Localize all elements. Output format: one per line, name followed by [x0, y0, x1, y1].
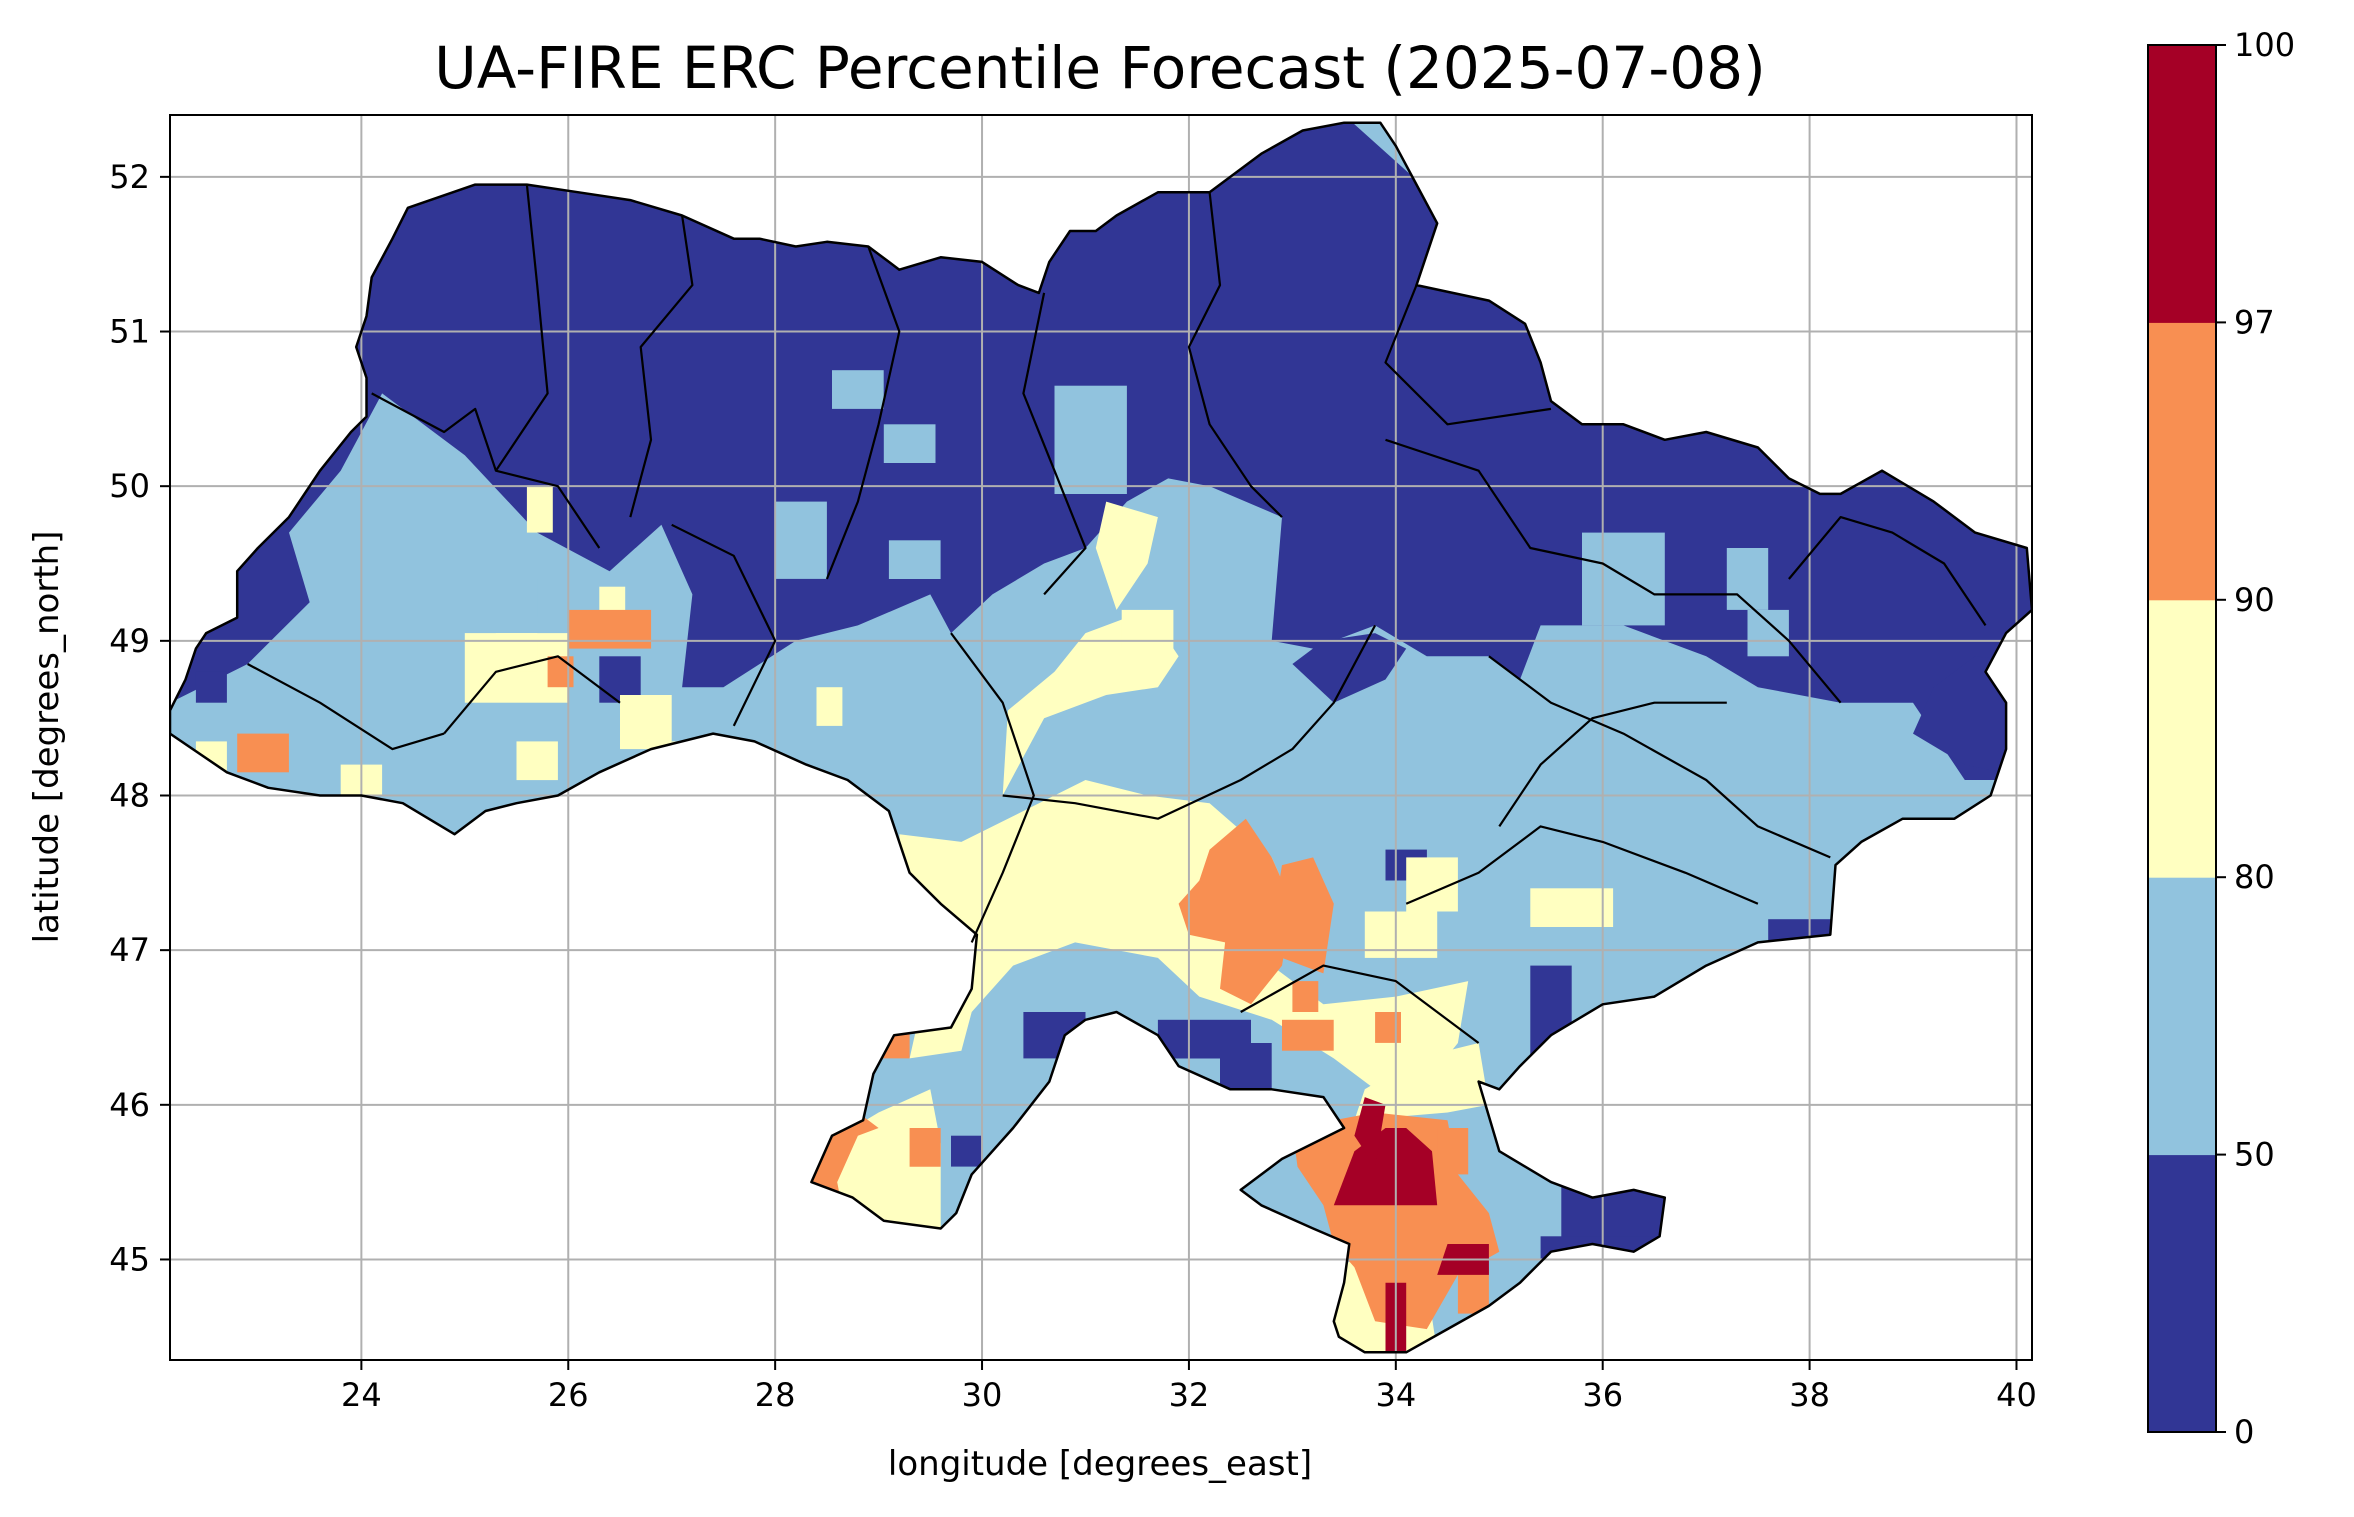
zone-90-97-cell — [1282, 1019, 1334, 1051]
zone-90-97-kherson — [1178, 818, 1293, 1005]
zone-90-97-cell — [568, 609, 652, 649]
colorbar: 0 50 80 90 97 100 — [2147, 26, 2295, 1451]
zone-0-50-cell — [951, 1135, 982, 1167]
zone-80-90-cell — [526, 486, 553, 533]
grid-lines — [170, 115, 2032, 1360]
x-tick-label: 28 — [755, 1376, 796, 1414]
x-tick-label: 26 — [548, 1376, 589, 1414]
region-border — [950, 632, 1035, 943]
region-border — [1187, 192, 1283, 518]
colorbar-tick-label: 90 — [2234, 581, 2275, 619]
zone-50-80-cell — [775, 501, 827, 579]
zone-90-97-cell — [1457, 1267, 1489, 1314]
y-axis-label: latitude [degrees_north] — [27, 531, 67, 944]
colorbar-tick-label: 0 — [2234, 1413, 2254, 1451]
zone-50-80-cell — [423, 579, 486, 634]
map-title: UA-FIRE ERC Percentile Forecast (2025-07… — [434, 34, 1765, 102]
zone-50-80-cell — [1726, 548, 1769, 610]
zone-90-97-cell — [1375, 1012, 1401, 1043]
zone-97-100-crimea-north-tip — [1354, 1097, 1386, 1167]
y-axis-ticks: 45 46 47 48 49 50 51 52 — [109, 158, 170, 1278]
region-border — [247, 663, 445, 751]
map-plot-area — [170, 115, 2032, 1360]
region-border — [371, 392, 601, 549]
x-tick-label: 24 — [341, 1376, 382, 1414]
zone-97-100-crimea-north — [1333, 1128, 1438, 1206]
x-axis-ticks: 24 26 28 30 32 34 36 38 40 — [341, 1360, 2037, 1414]
x-tick-label: 32 — [1169, 1376, 1210, 1414]
x-tick-label: 30 — [962, 1376, 1003, 1414]
zone-80-90-center — [1002, 609, 1179, 796]
colorbar-frame — [2147, 44, 2217, 1433]
zone-90-97-kherson-east — [1271, 857, 1334, 974]
region-border — [1240, 964, 1480, 1044]
zone-90-97-odesa-cell — [909, 1128, 941, 1167]
region-border — [629, 215, 694, 518]
x-tick-label: 34 — [1375, 1376, 1416, 1414]
zone-0-50-north-patch — [1292, 633, 1407, 703]
colorbar-tick-label: 100 — [2234, 26, 2295, 64]
region-border — [1498, 701, 1727, 828]
region-border — [494, 184, 549, 472]
zone-0-50-cell — [1220, 1043, 1272, 1090]
zone-0-50-cell — [599, 656, 641, 703]
x-tick-label: 40 — [1996, 1376, 2037, 1414]
zone-90-97-cell — [547, 656, 574, 688]
zone-80-90-cell — [495, 633, 538, 672]
zone-90-97-cell — [1437, 1128, 1469, 1175]
zone-80-90-south-center — [899, 780, 1469, 1098]
x-tick-label: 36 — [1582, 1376, 1623, 1414]
country-border — [170, 121, 2032, 1354]
zone-80-90-cell — [620, 695, 672, 750]
zone-50-80-cell — [832, 370, 884, 409]
region-border — [1022, 292, 1087, 596]
zone-80-90-cell — [1121, 609, 1174, 649]
colorbar-segment — [2148, 45, 2216, 323]
y-tick-label: 46 — [109, 1086, 150, 1124]
border-lines — [170, 121, 2032, 1354]
region-border — [1002, 624, 1377, 820]
region-border — [1385, 438, 1842, 704]
colorbar-tick-label: 97 — [2234, 303, 2275, 341]
y-tick-label: 45 — [109, 1240, 150, 1278]
zone-90-97-cell — [237, 733, 289, 773]
zone-50-80-cell — [495, 579, 538, 618]
region-border — [671, 523, 777, 727]
zone-80-90-cell — [1530, 888, 1614, 927]
y-tick-label: 47 — [109, 931, 150, 969]
zone-50-80-cell — [1747, 609, 1789, 657]
zone-50-80-cell — [883, 424, 936, 463]
colorbar-segment — [2148, 599, 2216, 878]
x-axis-label: longitude [degrees_east] — [888, 1444, 1312, 1484]
region-border — [1788, 516, 1987, 627]
zone-80-90-kherson — [1354, 1043, 1489, 1121]
region-border — [1405, 825, 1759, 905]
zone-50-80-cell — [888, 540, 941, 579]
plot-frame — [169, 114, 2033, 1361]
colorbar-segment — [2148, 877, 2216, 1156]
y-tick-label: 50 — [109, 467, 150, 505]
zone-80-90-center-north — [1095, 501, 1158, 610]
colorbar-tick-label: 80 — [2234, 858, 2275, 896]
zone-50-80-cell — [1582, 532, 1665, 626]
zone-50-80-cell — [1054, 385, 1127, 494]
region-border — [825, 246, 901, 580]
colorbar-segment — [2148, 322, 2216, 601]
colorbar-tick-label: 50 — [2234, 1136, 2275, 1174]
y-tick-label: 52 — [109, 158, 150, 196]
y-tick-label: 49 — [109, 622, 150, 660]
zone-90-97-cell — [1292, 981, 1319, 1012]
zone-0-50-cell — [195, 671, 227, 703]
region-border — [1384, 284, 1552, 426]
region-border — [443, 655, 621, 735]
zone-80-90-cell — [516, 741, 558, 781]
zone-80-90-cell — [816, 687, 843, 726]
x-tick-label: 38 — [1789, 1376, 1830, 1414]
region-border — [1488, 655, 1831, 859]
y-tick-label: 48 — [109, 776, 150, 814]
y-tick-label: 51 — [109, 313, 150, 351]
colorbar-segment — [2148, 1154, 2216, 1433]
